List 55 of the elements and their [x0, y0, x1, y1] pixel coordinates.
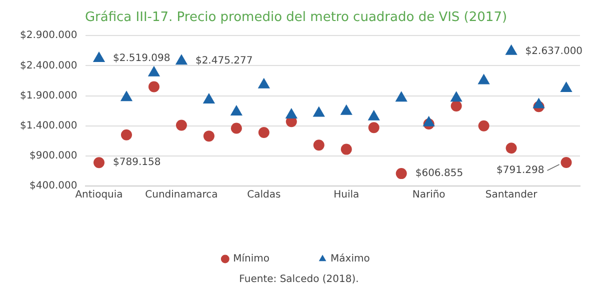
- data-label: $789.158: [113, 157, 161, 168]
- point: [202, 92, 216, 104]
- point: [120, 90, 133, 102]
- point: [230, 122, 242, 134]
- point: [560, 156, 572, 168]
- legend-label: Máximo: [330, 254, 370, 265]
- point: [176, 120, 187, 131]
- point: [478, 120, 490, 132]
- point: [368, 122, 380, 134]
- point: [340, 144, 352, 155]
- point: [258, 126, 270, 138]
- data-label: $2.475.277: [195, 56, 253, 67]
- x-tick-label: Huila: [334, 190, 360, 201]
- point: [478, 74, 490, 84]
- data-label: $791.298: [496, 165, 544, 176]
- point: [450, 91, 462, 102]
- point: [312, 106, 325, 117]
- x-tick-label: Cundinamarca: [145, 190, 218, 201]
- point: [148, 66, 160, 76]
- point: [532, 98, 545, 108]
- x-tick-label: Antioquia: [75, 190, 123, 201]
- point: [258, 78, 270, 88]
- point: [450, 100, 462, 112]
- y-tick-label: $1.900.000: [20, 90, 78, 102]
- y-tick-label: $400.000: [30, 180, 78, 192]
- x-tick-label: Caldas: [247, 190, 281, 201]
- y-tick-label: $2.400.000: [20, 60, 78, 72]
- point: [94, 157, 104, 168]
- legend-label: Mínimo: [233, 254, 270, 265]
- point: [175, 54, 188, 65]
- data-label: $2.519.098: [113, 53, 170, 64]
- point: [285, 108, 298, 119]
- point: [395, 91, 408, 102]
- source-note: Fuente: Salcedo (2018).: [238, 274, 360, 285]
- point: [368, 110, 380, 120]
- data-label: $2.637.000: [525, 46, 583, 58]
- point: [506, 142, 517, 154]
- point: [120, 129, 132, 140]
- point: [340, 104, 352, 115]
- x-tick-label: Nariño: [412, 190, 446, 201]
- point: [313, 140, 324, 151]
- x-tick-label: Santander: [485, 190, 538, 201]
- y-tick-label: $900.000: [30, 150, 78, 162]
- point: [396, 168, 407, 180]
- point: [422, 116, 435, 126]
- data-label: $606.855: [415, 168, 464, 180]
- point: [560, 82, 572, 92]
- point: [230, 105, 242, 116]
- y-tick-label: $2.900.000: [20, 30, 78, 42]
- y-tick-label: $1.400.000: [20, 120, 78, 132]
- point: [505, 44, 518, 55]
- chart-title: Gráfica III-17. Precio promedio del metro cuadrado de VIS (2017): [84, 10, 508, 26]
- point: [203, 130, 214, 142]
- point: [148, 81, 160, 92]
- point: [92, 52, 106, 62]
